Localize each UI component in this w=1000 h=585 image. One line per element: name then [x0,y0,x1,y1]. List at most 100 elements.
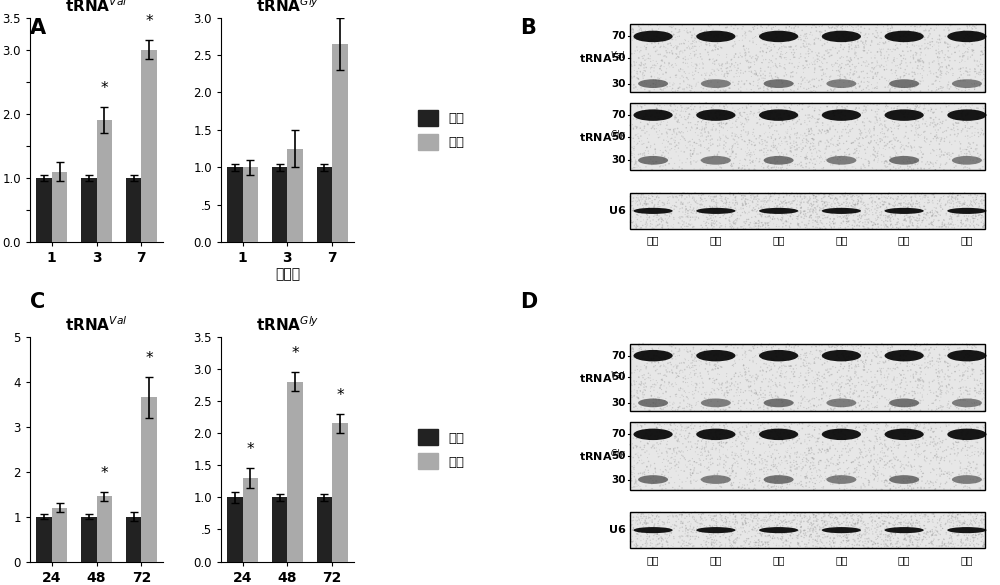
Point [629,365,645,374]
Point [963,515,979,525]
Point [917,512,933,521]
Point [881,188,897,198]
Point [729,535,745,545]
Point [895,460,911,469]
Point [866,463,882,472]
Point [680,54,696,64]
Point [677,52,693,61]
Point [912,419,928,429]
Point [973,47,989,56]
Point [940,53,956,63]
Point [964,538,980,548]
Point [698,135,714,144]
Point [885,520,901,529]
Point [801,446,817,456]
Point [777,372,793,381]
Point [750,343,766,352]
Point [930,528,946,537]
Point [630,530,646,539]
Point [702,188,718,198]
Point [736,161,752,171]
Point [850,149,866,158]
Point [746,444,762,453]
Point [631,22,647,32]
Ellipse shape [826,156,856,165]
Text: 对照: 对照 [647,236,659,246]
Point [660,108,676,117]
Point [652,381,668,391]
Point [961,531,977,540]
Point [764,534,780,543]
Point [741,188,757,198]
Point [836,517,852,526]
Point [795,450,811,460]
Point [973,470,989,479]
Point [932,357,948,366]
Point [816,68,832,78]
Point [694,449,710,458]
Point [750,400,766,410]
Point [757,393,773,402]
Point [718,64,734,73]
Point [644,543,660,552]
Point [892,199,908,208]
Point [687,508,703,517]
Point [849,27,865,36]
Point [635,194,651,204]
Point [735,360,751,369]
Point [882,525,898,534]
Point [793,392,809,401]
Point [713,122,729,132]
Point [721,464,737,473]
Point [733,87,749,96]
Point [759,44,775,53]
Point [821,427,837,436]
Point [838,356,854,366]
Point [726,106,742,115]
Point [932,396,948,405]
Point [694,442,710,451]
Point [797,190,813,199]
Point [678,158,694,167]
Ellipse shape [633,30,673,42]
Point [654,470,670,479]
Point [976,129,992,138]
Point [949,347,965,357]
Point [908,127,924,136]
Point [829,367,845,377]
Point [697,202,713,211]
Point [806,206,822,215]
Point [932,456,948,465]
Point [860,538,876,547]
Point [804,149,820,158]
Point [944,149,960,158]
Point [634,421,650,431]
Point [681,510,697,519]
Point [845,223,861,233]
Point [907,191,923,201]
Point [695,378,711,388]
Point [756,40,772,49]
Point [874,510,890,519]
Point [770,419,786,429]
Point [870,539,886,548]
Point [696,521,712,530]
Text: *: * [101,81,108,97]
Point [699,218,715,227]
Point [853,533,869,542]
Point [958,66,974,75]
Point [783,522,799,532]
Point [899,61,915,71]
Point [652,508,668,517]
Point [861,534,877,543]
Point [793,147,809,156]
Point [831,120,847,129]
Point [788,206,804,215]
Point [963,197,979,207]
Point [767,42,783,51]
Point [782,122,798,132]
Point [837,508,853,517]
Point [834,378,850,387]
Point [967,383,983,393]
Point [793,197,809,206]
